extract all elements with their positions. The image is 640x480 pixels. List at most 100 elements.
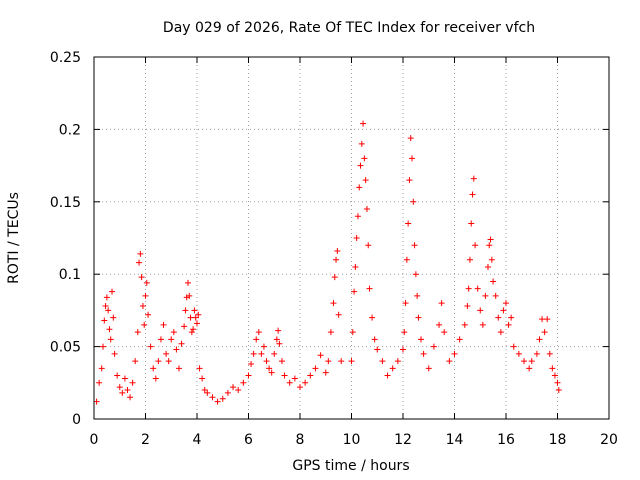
data-point: [327, 329, 334, 336]
data-point: [136, 259, 143, 266]
data-point: [430, 343, 437, 350]
data-point: [121, 375, 128, 382]
data-point: [414, 292, 421, 299]
data-point: [145, 311, 152, 318]
data-point: [165, 358, 172, 365]
data-point: [371, 336, 378, 343]
data-point: [178, 340, 185, 347]
data-point: [551, 372, 558, 379]
data-point: [379, 358, 386, 365]
data-point: [412, 271, 419, 278]
data-point: [362, 177, 369, 184]
data-point: [554, 379, 561, 386]
data-point: [357, 162, 364, 169]
data-point: [497, 329, 504, 336]
data-point: [330, 300, 337, 307]
data-point: [93, 398, 100, 405]
x-axis-label: GPS time / hours: [292, 458, 409, 474]
data-point: [214, 398, 221, 405]
y-tick-label: 0.1: [59, 267, 81, 283]
data-point: [479, 321, 486, 328]
data-point: [186, 292, 193, 299]
x-tick-label: 14: [446, 432, 464, 448]
data-point: [160, 321, 167, 328]
data-point: [466, 256, 473, 263]
data-point: [266, 365, 273, 372]
data-point: [441, 329, 448, 336]
data-point: [401, 329, 408, 336]
data-point: [297, 384, 303, 391]
data-point: [420, 350, 427, 357]
data-point: [322, 369, 329, 376]
data-point: [102, 303, 109, 310]
data-point: [411, 242, 418, 249]
data-point: [331, 274, 338, 281]
data-point: [464, 303, 471, 310]
data-point: [335, 311, 342, 318]
data-point: [170, 329, 177, 336]
data-point: [533, 350, 540, 357]
data-point: [544, 316, 551, 323]
data-point: [495, 314, 502, 321]
data-point: [106, 326, 113, 333]
data-points: [93, 120, 562, 405]
data-point: [191, 307, 198, 314]
y-tick-label: 0.2: [59, 122, 81, 138]
data-point: [181, 323, 188, 330]
data-point: [173, 346, 180, 353]
data-point: [204, 389, 211, 396]
data-point: [271, 350, 278, 357]
data-point: [539, 316, 546, 323]
data-point: [307, 372, 314, 379]
data-point: [224, 389, 231, 396]
data-point: [515, 350, 522, 357]
data-point: [129, 379, 136, 386]
data-point: [402, 300, 409, 307]
data-point: [199, 375, 206, 382]
data-point: [349, 329, 356, 336]
x-tick-label: 16: [497, 432, 515, 448]
data-point: [273, 336, 280, 343]
data-point: [487, 236, 494, 243]
data-point: [253, 336, 260, 343]
data-point: [407, 135, 414, 142]
x-tick-label: 6: [244, 432, 253, 448]
x-tick-label: 8: [296, 432, 305, 448]
data-point: [157, 336, 164, 343]
data-point: [317, 352, 324, 359]
data-point: [275, 327, 282, 334]
data-point: [528, 358, 535, 365]
y-tick-labels: 0 0.05 0.1 0.15 0.2 0.25: [50, 50, 81, 428]
data-point: [474, 285, 481, 292]
data-point: [352, 263, 359, 270]
x-tick-labels: 0 2 4 6 8 10 12 14 16 18 20: [90, 432, 618, 448]
y-tick-label: 0.25: [50, 50, 81, 66]
data-point: [384, 372, 391, 379]
data-point: [470, 175, 477, 182]
chart-title: Day 029 of 2026, Rate Of TEC Index for r…: [163, 20, 535, 36]
data-point: [103, 294, 110, 301]
data-point: [477, 307, 484, 314]
data-point: [147, 343, 154, 350]
data-point: [119, 389, 126, 396]
data-point: [394, 358, 401, 365]
data-point: [510, 343, 517, 350]
data-point: [263, 358, 270, 365]
data-point: [138, 274, 145, 281]
data-point: [245, 372, 252, 379]
data-point: [183, 294, 190, 301]
data-point: [107, 336, 114, 343]
data-point: [182, 307, 189, 314]
data-point: [195, 311, 202, 318]
data-point: [192, 314, 199, 321]
data-point: [201, 387, 208, 394]
x-tick-label: 4: [193, 432, 202, 448]
data-point: [546, 350, 553, 357]
data-point: [465, 285, 472, 292]
data-point: [150, 365, 157, 372]
data-point: [278, 358, 285, 365]
data-point: [555, 387, 562, 394]
data-point: [505, 321, 512, 328]
data-point: [190, 326, 197, 333]
data-point: [312, 365, 319, 372]
